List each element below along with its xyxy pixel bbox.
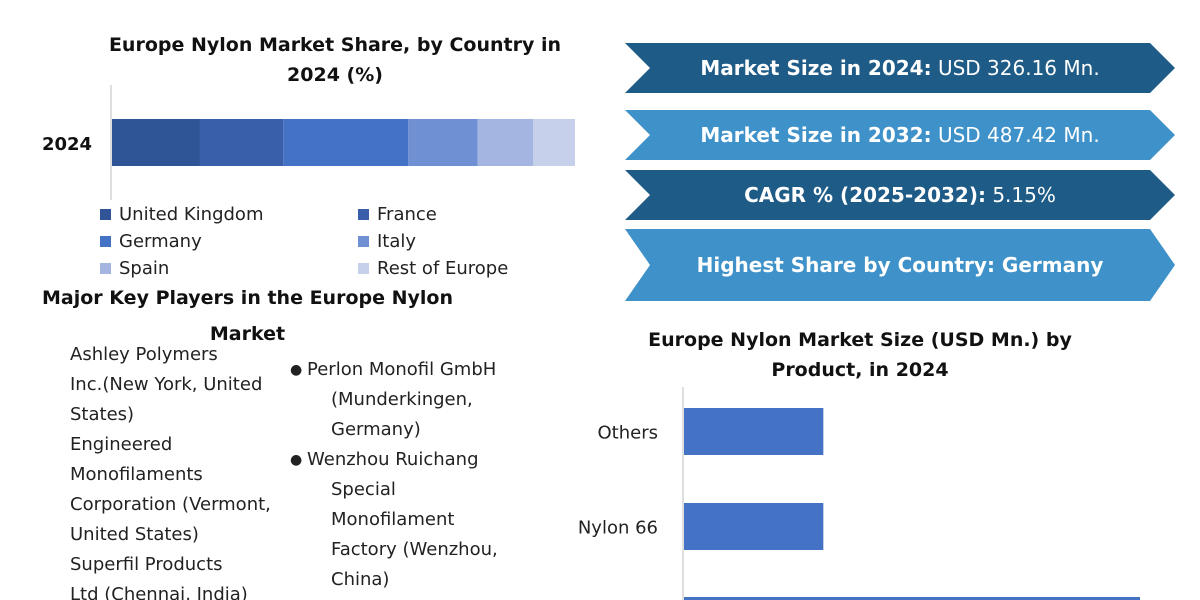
banner-text: Market Size in 2024: USD 326.16 Mn. — [640, 53, 1160, 83]
player-line: Inc.(New York, United — [70, 374, 263, 395]
banner-value: 5.15% — [985, 183, 1056, 207]
banner-shapes — [625, 43, 1175, 301]
legend-item: Italy — [358, 228, 580, 255]
players-left-list: Ashley Polymers Inc.(New York, United Stat… — [70, 340, 295, 600]
banner-arrow — [625, 43, 1175, 93]
legend-swatch — [100, 263, 111, 274]
product-bar-nylon-66 — [684, 503, 824, 550]
legend-swatch — [358, 209, 369, 220]
banner-value: USD 487.42 Mn. — [931, 123, 1100, 147]
share-chart: 2024 — [42, 85, 575, 200]
banner-text: Market Size in 2032: USD 487.42 Mn. — [640, 120, 1160, 150]
banner-label: CAGR % (2025-2032): — [744, 183, 986, 207]
banner-arrow — [625, 229, 1175, 301]
player-detail: Special — [331, 479, 396, 500]
legend-label: United Kingdom — [119, 204, 264, 225]
banner-value: USD 326.16 Mn. — [931, 56, 1100, 80]
share-segment-rest-of-europe — [533, 119, 575, 166]
product-chart-title: Europe Nylon Market Size (USD Mn.) by Pr… — [648, 329, 1072, 381]
player-line: Ltd (Chennai, India) — [70, 584, 248, 600]
banner-label: Market Size in 2032: — [700, 123, 932, 147]
player-list-item: ● Wenzhou Ruichang Special Monofilament Fact… — [290, 445, 530, 595]
banner-text: Highest Share by Country: Germany — [640, 250, 1160, 280]
product-bars: Others Nylon 66 — [578, 408, 1140, 600]
players-right-list: ● Perlon Monofil GmbH (Munderkingen, German… — [290, 355, 530, 595]
legend-label: Germany — [119, 231, 202, 252]
legend-swatch — [100, 236, 111, 247]
player-detail: (Munderkingen, — [331, 389, 473, 410]
player-line: Superfil Products — [70, 554, 223, 575]
player-detail: Factory (Wenzhou, — [331, 539, 498, 560]
banner-arrow — [625, 110, 1175, 160]
share-segment-germany — [283, 119, 409, 166]
legend-item: Rest of Europe — [358, 255, 580, 282]
bullet-icon: ● — [290, 452, 303, 468]
legend-item: Spain — [100, 255, 358, 282]
product-bar-others — [684, 408, 824, 455]
player-line: Corporation (Vermont, — [70, 494, 271, 515]
legend-swatch — [100, 209, 111, 220]
bullet-icon: ● — [290, 362, 303, 378]
banner-text: CAGR % (2025-2032): 5.15% — [640, 180, 1160, 210]
player-line: United States) — [70, 524, 199, 545]
banner-label: Market Size in 2024: — [700, 56, 932, 80]
player-detail: Monofilament — [331, 509, 455, 530]
player-line: Engineered — [70, 434, 173, 455]
players-title: Major Key Players in the Europe Nylon Ma… — [42, 287, 453, 345]
banner-arrow — [625, 170, 1175, 220]
legend-label: Italy — [377, 231, 417, 252]
player-detail: Germany) — [331, 419, 421, 440]
share-segment-united-kingdom — [112, 119, 200, 166]
legend-label: Rest of Europe — [377, 258, 509, 279]
share-chart-title: Europe Nylon Market Share, by Country in… — [108, 34, 562, 86]
player-line: States) — [70, 404, 135, 425]
legend-item: United Kingdom — [100, 201, 358, 228]
legend-item: Germany — [100, 228, 358, 255]
player-detail: China) — [331, 569, 390, 590]
banner-label: Highest Share by Country: Germany — [696, 253, 1104, 277]
product-category-label: Others — [598, 423, 659, 444]
share-bars — [112, 119, 575, 166]
player-line: Ashley Polymers — [70, 344, 218, 365]
legend-swatch — [358, 263, 369, 274]
legend-label: Spain — [119, 258, 170, 279]
share-segment-spain — [477, 119, 534, 166]
share-category-label: 2024 — [42, 134, 92, 155]
legend-item: France — [358, 201, 580, 228]
share-segment-italy — [408, 119, 478, 166]
product-category-label: Nylon 66 — [578, 518, 658, 539]
player-list-item: ● Perlon Monofil GmbH (Munderkingen, German… — [290, 355, 530, 445]
player-line: Monofilaments — [70, 464, 203, 485]
player-name: Perlon Monofil GmbH — [307, 359, 497, 380]
legend-label: France — [377, 204, 437, 225]
share-segment-france — [199, 119, 284, 166]
legend-swatch — [358, 236, 369, 247]
share-legend: United Kingdom France Germany Italy Spain Res… — [100, 201, 580, 282]
player-name: Wenzhou Ruichang — [307, 449, 479, 470]
